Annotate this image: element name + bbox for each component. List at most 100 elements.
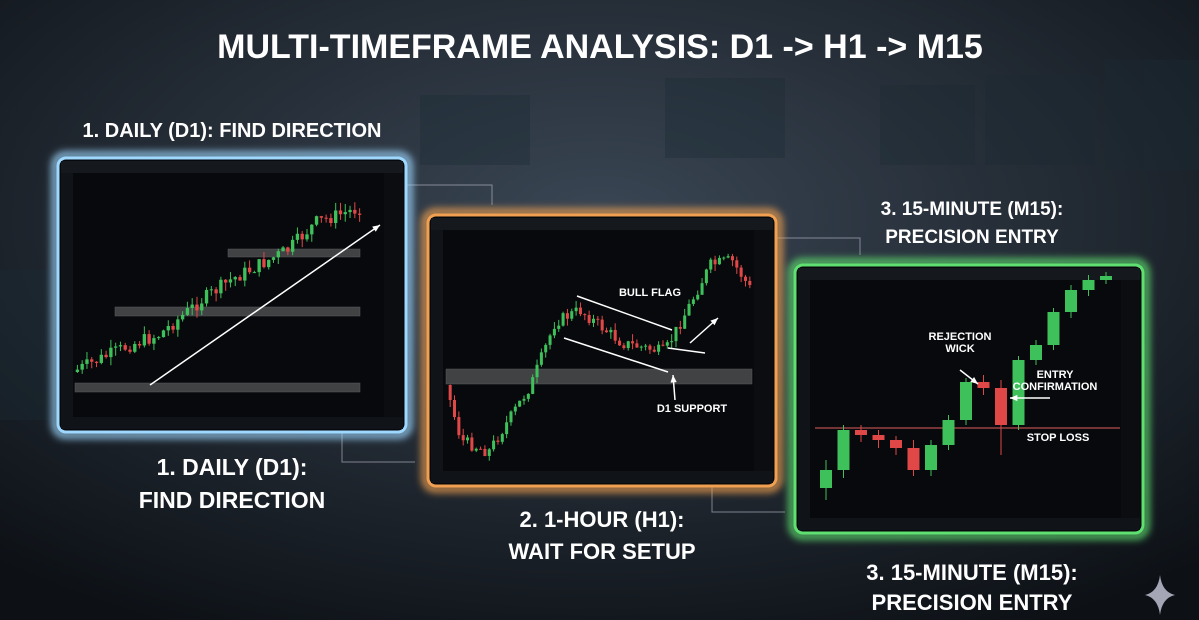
toolbar	[431, 218, 773, 230]
candle	[591, 318, 596, 323]
sparkle-icon	[1145, 575, 1175, 615]
candle	[128, 349, 132, 352]
candle	[483, 448, 487, 456]
candle	[487, 449, 491, 456]
candle	[233, 277, 237, 280]
candle	[204, 290, 209, 304]
candle	[995, 388, 1007, 425]
candle	[500, 434, 504, 442]
sidebar	[61, 173, 73, 417]
candle	[286, 247, 290, 252]
panel-glow	[789, 259, 1149, 539]
candle	[185, 307, 190, 315]
candle	[492, 440, 496, 450]
candle	[1030, 345, 1042, 360]
candle	[600, 319, 604, 331]
candle	[338, 210, 343, 215]
panel-label: 3. 15-MINUTE (M15):	[866, 560, 1077, 585]
candle	[522, 398, 526, 401]
candle	[195, 304, 199, 311]
panel-label: 3. 15-MINUTE (M15):	[881, 199, 1064, 220]
candle	[726, 256, 730, 258]
candle	[657, 344, 661, 352]
candle	[505, 422, 509, 435]
candle	[526, 393, 530, 399]
candle	[631, 341, 635, 344]
candle	[648, 345, 652, 350]
candle	[1065, 290, 1077, 312]
candle	[561, 313, 565, 326]
candle	[214, 289, 218, 294]
bottom-bar	[431, 471, 773, 483]
connectors	[341, 184, 861, 513]
arrow	[149, 224, 381, 386]
panel-label: PRECISION ENTRY	[872, 590, 1073, 615]
bottom-bar	[798, 518, 1140, 530]
candle	[118, 345, 123, 347]
candle	[85, 359, 89, 364]
candle	[305, 234, 309, 240]
arrow-head	[1010, 394, 1018, 402]
candle	[319, 216, 324, 218]
candle	[262, 259, 266, 268]
candle	[99, 354, 103, 363]
candle	[466, 437, 470, 441]
arrow-head	[670, 375, 677, 383]
candle	[295, 233, 300, 240]
candle	[166, 325, 170, 331]
zone	[445, 368, 753, 385]
candle	[548, 335, 552, 345]
annotation: D1 SUPPORT	[657, 403, 728, 415]
candle	[837, 430, 850, 470]
sidebar	[798, 280, 810, 518]
candle	[652, 349, 656, 352]
candle	[94, 361, 99, 363]
price-axis	[754, 230, 773, 471]
candle	[709, 259, 713, 270]
candle	[200, 303, 204, 311]
candle	[613, 329, 617, 341]
candle	[618, 340, 622, 346]
candle	[353, 209, 357, 214]
candle	[348, 209, 352, 213]
candle	[219, 279, 223, 294]
candle	[357, 213, 362, 215]
candle	[209, 289, 213, 291]
candle	[147, 334, 151, 344]
candle	[75, 369, 80, 372]
candle	[180, 314, 185, 320]
candle	[133, 343, 137, 352]
candle	[109, 347, 113, 358]
candle	[704, 269, 708, 284]
candle	[1012, 360, 1025, 425]
panel-label: 1. DAILY (D1):	[157, 454, 308, 480]
panel-glow	[52, 152, 412, 438]
candle	[457, 417, 461, 436]
candle	[639, 346, 643, 348]
candle	[644, 345, 648, 347]
candle	[518, 400, 522, 407]
candle	[696, 294, 700, 300]
candle	[513, 406, 517, 412]
trend-line	[576, 295, 673, 331]
candle	[224, 279, 228, 283]
candle	[748, 280, 752, 286]
candle	[670, 341, 674, 343]
candle	[509, 411, 513, 423]
candle	[604, 330, 609, 333]
candle	[552, 328, 556, 336]
candle	[343, 212, 347, 215]
toolbar	[61, 161, 403, 173]
candle	[713, 259, 717, 265]
candle	[238, 277, 242, 281]
candle	[281, 247, 285, 252]
candle	[300, 233, 304, 240]
candle	[626, 341, 630, 349]
candle	[565, 313, 569, 319]
candle	[890, 440, 902, 448]
candle	[691, 299, 695, 304]
panel-label: 2. 1-HOUR (H1):	[519, 507, 684, 532]
